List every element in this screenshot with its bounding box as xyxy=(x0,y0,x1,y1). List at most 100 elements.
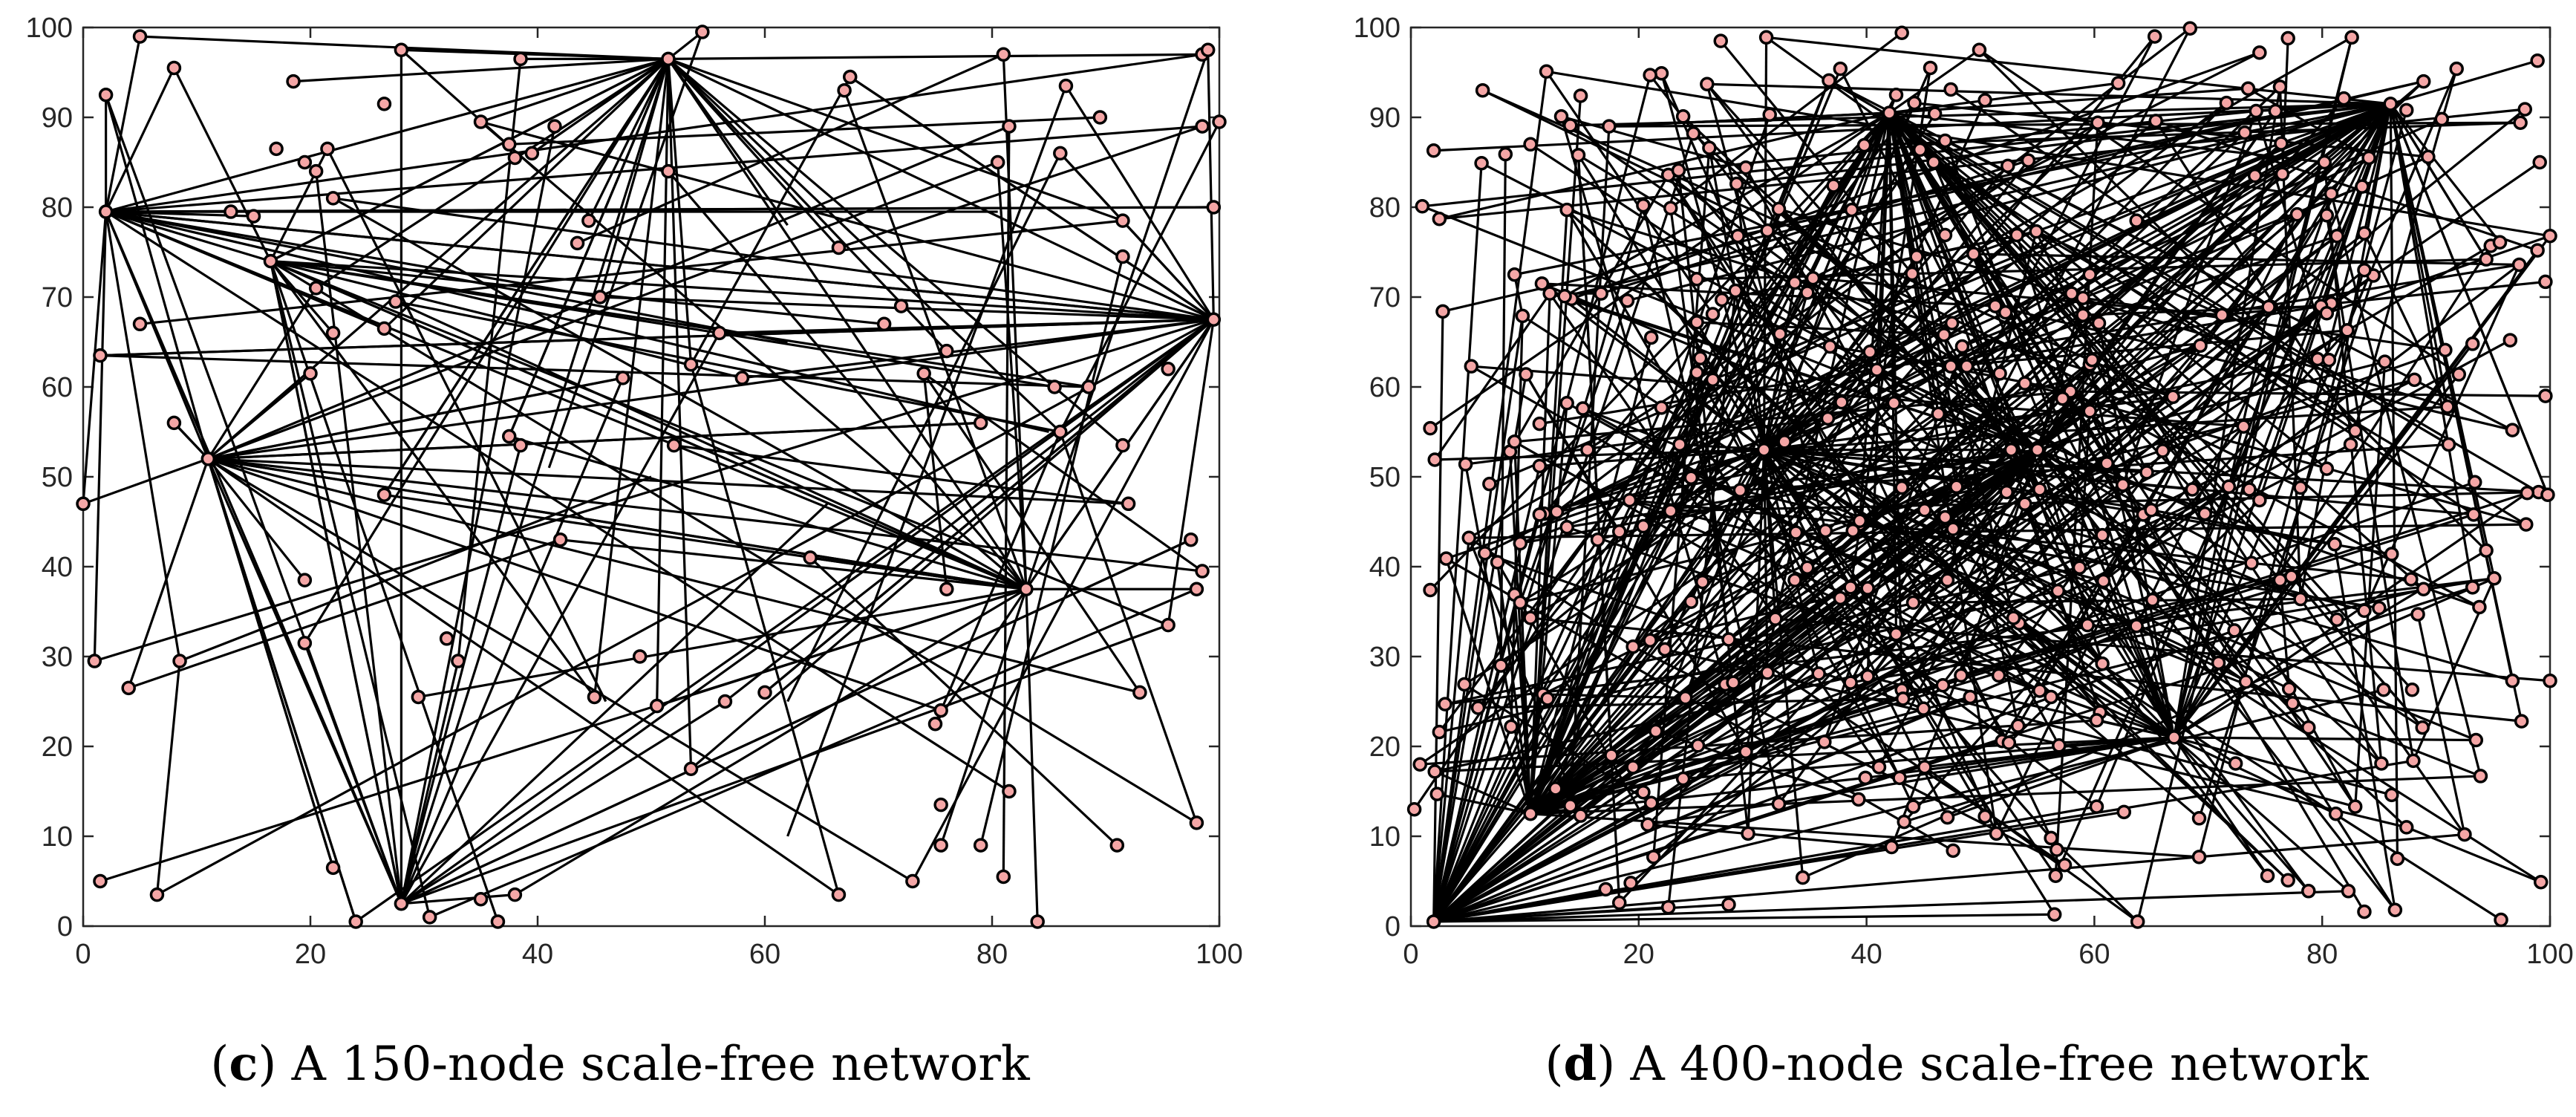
network-edge xyxy=(911,319,1215,882)
network-node xyxy=(2511,257,2527,273)
network-edge xyxy=(1529,403,1568,814)
x-tick-label: 80 xyxy=(976,939,1008,970)
network-edge xyxy=(1530,553,2393,815)
network-node xyxy=(2343,437,2358,452)
network-node xyxy=(2090,115,2105,131)
network-node xyxy=(1730,228,1746,244)
network-edge xyxy=(2174,736,2393,796)
network-edge xyxy=(400,318,1215,905)
network-node xyxy=(1800,560,1815,575)
network-edge xyxy=(1677,169,2104,665)
network-node xyxy=(2272,573,2288,587)
network-node xyxy=(1912,142,1928,157)
network-edge xyxy=(1529,131,2246,815)
y-tick-label: 70 xyxy=(42,282,73,313)
network-edge xyxy=(508,58,670,437)
network-node xyxy=(2076,307,2090,322)
network-node xyxy=(2533,874,2549,890)
network-node xyxy=(1937,328,1951,342)
network-node xyxy=(2211,655,2226,671)
network-node xyxy=(1758,30,1774,45)
network-node xyxy=(1636,784,1651,800)
network-node xyxy=(2284,569,2299,584)
network-node xyxy=(2193,338,2208,354)
network-node xyxy=(2487,570,2502,586)
y-tick-label: 70 xyxy=(1369,282,1401,313)
network-node xyxy=(2285,696,2301,711)
x-tick-label: 100 xyxy=(2526,939,2573,970)
network-node xyxy=(2317,154,2332,170)
network-node xyxy=(1845,523,1860,538)
network-node xyxy=(2374,756,2389,771)
network-edge xyxy=(1569,126,1611,806)
network-node xyxy=(2099,456,2115,471)
network-node xyxy=(996,47,1011,62)
network-node xyxy=(1620,293,1635,308)
network-node xyxy=(76,496,91,512)
network-edge xyxy=(2018,622,2289,882)
network-node xyxy=(2247,168,2263,183)
network-node xyxy=(2357,603,2372,619)
network-node xyxy=(2472,599,2487,615)
network-edge xyxy=(208,457,1027,590)
network-node xyxy=(1575,401,1591,416)
network-node xyxy=(2329,228,2344,244)
network-node xyxy=(2072,560,2087,575)
network-node xyxy=(2319,208,2335,223)
network-node xyxy=(2130,914,2145,929)
network-edge xyxy=(1943,684,2175,739)
network-node xyxy=(1833,590,1848,606)
network-node xyxy=(507,887,523,902)
network-node xyxy=(1206,312,1222,327)
y-tick-label: 30 xyxy=(42,642,73,673)
network-node xyxy=(2280,30,2295,46)
network-node xyxy=(2197,506,2212,521)
network-node xyxy=(2148,114,2163,128)
network-node xyxy=(2147,29,2162,44)
network-node xyxy=(1109,838,1125,853)
network-node xyxy=(2191,850,2207,864)
network-node xyxy=(837,82,852,98)
network-edge xyxy=(1446,449,1765,560)
network-node xyxy=(1523,807,1538,821)
network-node xyxy=(502,429,517,444)
network-node xyxy=(1692,351,1708,366)
network-edge xyxy=(208,457,1203,573)
network-edge xyxy=(2173,737,2269,877)
network-node xyxy=(98,88,114,102)
network-node xyxy=(2275,166,2290,181)
network-edge xyxy=(1434,770,1531,815)
network-node xyxy=(513,437,528,453)
network-edge xyxy=(1944,173,2283,518)
network-node xyxy=(1869,362,1885,377)
network-node xyxy=(1787,275,1802,290)
network-node xyxy=(246,209,261,224)
network-edge xyxy=(2070,293,2383,764)
network-node xyxy=(224,204,238,219)
network-node xyxy=(2057,857,2073,873)
network-node xyxy=(1886,396,1902,411)
y-tick-label: 90 xyxy=(42,102,73,134)
network-node xyxy=(1972,42,1987,57)
network-edge xyxy=(576,53,1004,244)
network-node xyxy=(1689,365,1704,380)
network-node xyxy=(1132,685,1147,700)
network-node xyxy=(320,141,335,157)
network-edge xyxy=(2173,736,2309,892)
network-edge xyxy=(2070,390,2546,397)
network-node xyxy=(587,689,602,705)
network-node xyxy=(1800,285,1815,300)
network-node xyxy=(1053,146,1068,161)
network-node xyxy=(325,191,341,206)
network-node xyxy=(1498,146,1513,162)
network-edge xyxy=(400,377,625,905)
network-node xyxy=(1882,105,1897,120)
network-node xyxy=(451,654,466,668)
network-edge xyxy=(1642,205,1781,804)
network-edge xyxy=(1514,390,2071,443)
network-edge xyxy=(270,260,1089,388)
network-edge xyxy=(1564,111,1891,298)
network-node xyxy=(843,69,858,85)
network-node xyxy=(1654,65,1669,81)
network-node xyxy=(2044,689,2058,705)
